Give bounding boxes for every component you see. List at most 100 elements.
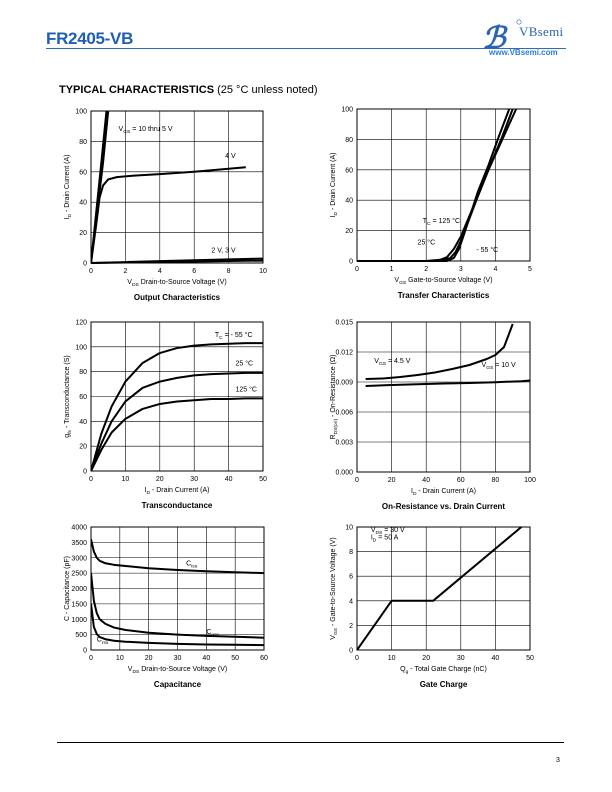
series-annotation: ID = 50 A [371, 534, 399, 543]
y-axis-label: gfs - Transconductance (S) [64, 355, 73, 437]
x-tick-label: 40 [225, 476, 233, 483]
y-tick-label: 2 [349, 623, 353, 630]
y-tick-label: 60 [345, 167, 353, 174]
y-tick-label: 6 [349, 574, 353, 581]
plot-frame [90, 321, 264, 472]
y-tick-label: 0 [83, 648, 87, 655]
x-axis-label: ID - Drain Current (A) [411, 488, 476, 497]
x-tick-label: 4 [493, 266, 497, 273]
x-tick-label: 30 [174, 655, 182, 662]
x-tick-label: 30 [457, 655, 465, 662]
x-tick-label: 20 [156, 476, 164, 483]
y-tick-label: 4 [349, 598, 353, 605]
series-line [357, 108, 511, 262]
transconductance-chart: 0 10 20 30 40 50 0 20 40 60 80 100 120 TC = - 55 °C 25… [64, 320, 267, 511]
series-annotation: 25 °C [418, 238, 436, 246]
y-axis-label-group: C - Capacitance (pF) [64, 556, 71, 621]
y-tick-label: 100 [75, 109, 87, 116]
series-annotation: - 55 °C [476, 246, 498, 254]
series-line [91, 342, 263, 472]
y-tick-label: 100 [75, 344, 87, 351]
x-tick-label: 60 [457, 477, 465, 484]
y-tick-label: 60 [79, 169, 87, 176]
plot-frame [90, 526, 265, 651]
x-tick-label: 40 [492, 655, 500, 662]
y-axis-label-group: gfs - Transconductance (S) [64, 355, 73, 437]
x-tick-label: 50 [231, 655, 239, 662]
y-tick-label: 100 [341, 107, 353, 114]
x-tick-label: 60 [260, 655, 268, 662]
x-tick-label: 2 [424, 266, 428, 273]
y-tick-label: 0.003 [335, 440, 353, 447]
y-tick-label: 40 [79, 419, 87, 426]
y-tick-label: 20 [79, 444, 87, 451]
chart-title: On-Resistance vs. Drain Current [382, 502, 505, 511]
x-tick-label: 20 [422, 655, 430, 662]
x-axis-label: VGS Gate-to-Source Voltage (V) [394, 277, 492, 286]
y-tick-label: 80 [79, 369, 87, 376]
y-tick-label: 2500 [71, 571, 87, 578]
series-line [365, 323, 514, 380]
y-tick-label: 120 [75, 320, 87, 327]
series-line [365, 379, 531, 387]
series-annotation: 25 °C [235, 359, 253, 367]
chart-title: Transconductance [142, 501, 213, 510]
y-tick-label: 10 [345, 525, 353, 532]
series-line [91, 539, 265, 575]
x-axis-label: Qg - Total Gate Charge (nC) [400, 666, 487, 675]
x-tick-label: 0 [89, 476, 93, 483]
y-tick-label: 20 [345, 228, 353, 235]
chart-title: Output Characteristics [134, 293, 221, 302]
x-tick-label: 5 [528, 266, 532, 273]
section-heading: TYPICAL CHARACTERISTICS (25 °C unless no… [59, 84, 318, 96]
y-tick-label: 0.009 [335, 380, 353, 387]
on_resistance-chart: 0 20 40 60 80 100 0.000 0.003 0.006 0.009 0.012 0.0… [330, 320, 536, 512]
x-tick-label: 40 [422, 477, 430, 484]
brand-url[interactable]: www.VBsemi.com [489, 48, 558, 57]
x-tick-label: 10 [259, 268, 267, 275]
y-tick-label: 4000 [71, 525, 87, 532]
x-axis-label: VDS Drain-to-Source Voltage (V) [127, 279, 226, 288]
y-tick-label: 500 [75, 632, 87, 639]
svg-text:ℬ: ℬ [482, 22, 508, 55]
x-tick-label: 40 [202, 655, 210, 662]
y-tick-label: 40 [345, 198, 353, 205]
y-axis-label: ID - Drain Current (A) [64, 154, 73, 219]
x-tick-label: 2 [123, 268, 127, 275]
series-line [357, 108, 518, 262]
x-tick-label: 0 [89, 268, 93, 275]
y-tick-label: 20 [79, 230, 87, 237]
series-annotation: TC = - 55 °C [215, 331, 253, 341]
y-axis-label: RDS(on) - On-Resistance (Ω) [330, 355, 339, 440]
x-tick-label: 10 [388, 655, 396, 662]
series-annotation: VDS = 30 V [371, 527, 405, 536]
y-tick-label: 0 [83, 469, 87, 476]
brand-name: VBsemi [519, 24, 564, 39]
y-tick-label: 3000 [71, 555, 87, 562]
series-annotation: Crss [97, 637, 109, 646]
series-line [91, 603, 265, 647]
y-tick-label: 40 [79, 200, 87, 207]
vbsemi-logo-icon: ℬ [482, 19, 522, 55]
x-tick-label: 10 [122, 476, 130, 483]
x-tick-label: 50 [259, 476, 267, 483]
x-tick-label: 20 [145, 655, 153, 662]
y-axis-label: C - Capacitance (pF) [64, 556, 71, 621]
series-line [91, 166, 246, 264]
series-line [357, 108, 514, 262]
series-annotation: 125 °C [235, 386, 256, 394]
y-axis-label: ID - Drain Current (A) [330, 152, 339, 217]
series-annotation: VGS = 10 V [482, 362, 516, 371]
gate_charge-chart: 0 10 20 30 40 50 0 2 4 6 8 10 VDS = 30 VID = 50 A Qg … [330, 525, 534, 690]
x-tick-label: 20 [388, 477, 396, 484]
x-tick-label: 50 [526, 655, 534, 662]
series-annotation: TC = 125 °C [423, 217, 460, 227]
x-tick-label: 0 [355, 266, 359, 273]
y-tick-label: 0.000 [335, 470, 353, 477]
plot-frame [90, 110, 264, 264]
page-number: 3 [556, 757, 560, 764]
x-axis-label: ID - Drain Current (A) [144, 487, 209, 496]
y-tick-label: 60 [79, 394, 87, 401]
x-tick-label: 10 [116, 655, 124, 662]
